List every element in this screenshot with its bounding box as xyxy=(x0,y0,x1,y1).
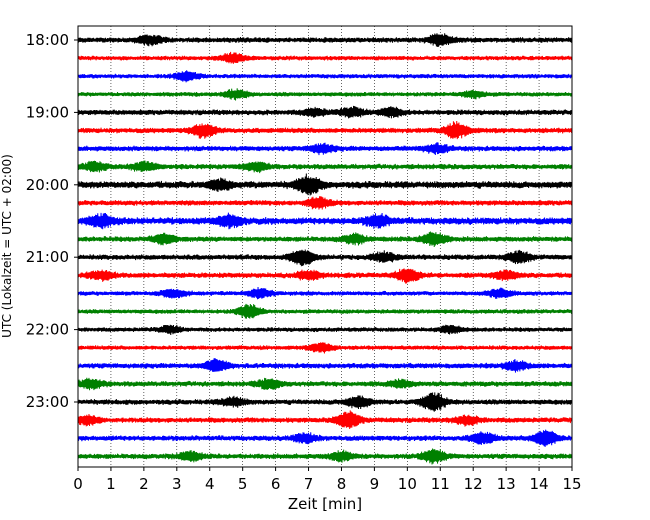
seismic-trace xyxy=(77,448,573,465)
x-tick-label: 0 xyxy=(73,475,83,493)
x-axis-label: Zeit [min] xyxy=(288,495,362,513)
seismic-trace xyxy=(77,286,573,300)
y-tick-label: 23:00 xyxy=(26,393,69,411)
seismic-trace xyxy=(77,70,573,83)
seismic-trace xyxy=(77,429,573,447)
seismic-trace xyxy=(77,173,573,196)
seismic-trace xyxy=(77,196,573,210)
x-tick-label: 2 xyxy=(139,475,149,493)
x-tick-label: 3 xyxy=(172,475,182,493)
seismic-trace xyxy=(77,342,573,354)
seismic-trace xyxy=(77,268,573,284)
seismic-trace xyxy=(77,377,573,391)
y-tick-label: 22:00 xyxy=(26,321,69,339)
x-tick-label: 15 xyxy=(562,475,581,493)
y-tick-label: 20:00 xyxy=(26,176,69,194)
plot-frame xyxy=(77,25,573,468)
seismic-trace xyxy=(77,142,573,156)
traces-group xyxy=(77,33,573,465)
seismic-trace xyxy=(77,212,573,230)
x-tick-label: 6 xyxy=(271,475,281,493)
x-tick-label: 7 xyxy=(304,475,314,493)
seismic-trace xyxy=(77,358,573,373)
y-axis-ticks: 18:00 19:00 20:00 21:00 22:00 23:00 xyxy=(26,31,78,411)
plot-background xyxy=(78,26,572,467)
y-tick-label: 18:00 xyxy=(26,31,69,49)
x-tick-label: 13 xyxy=(497,475,516,493)
x-tick-label: 12 xyxy=(464,475,483,493)
x-tick-label: 4 xyxy=(205,475,215,493)
seismic-trace xyxy=(77,105,573,119)
x-tick-label: 8 xyxy=(337,475,347,493)
x-tick-label: 5 xyxy=(238,475,248,493)
x-tick-label: 9 xyxy=(370,475,380,493)
x-tick-label: 10 xyxy=(398,475,417,493)
seismic-trace xyxy=(77,410,573,430)
seismic-trace xyxy=(77,51,573,64)
seismic-trace xyxy=(77,88,573,101)
x-tick-label: 1 xyxy=(106,475,116,493)
seismic-trace xyxy=(77,121,573,140)
seismic-trace xyxy=(77,324,573,336)
seismic-trace xyxy=(77,231,573,248)
seismic-trace xyxy=(77,249,573,267)
x-tick-label: 11 xyxy=(431,475,450,493)
y-axis-label: UTC (Lokalzeit = UTC + 02:00) xyxy=(0,154,14,338)
y-tick-label: 19:00 xyxy=(26,103,69,121)
seismic-trace xyxy=(77,33,573,47)
x-tick-label: 14 xyxy=(530,475,549,493)
seismic-trace xyxy=(77,303,573,319)
seismic-trace xyxy=(77,160,573,174)
x-axis-ticks: 0 1 2 3 4 5 6 7 8 9 10 11 12 13 14 15 xyxy=(73,467,582,493)
seismic-trace xyxy=(77,392,573,412)
y-tick-label: 21:00 xyxy=(26,248,69,266)
